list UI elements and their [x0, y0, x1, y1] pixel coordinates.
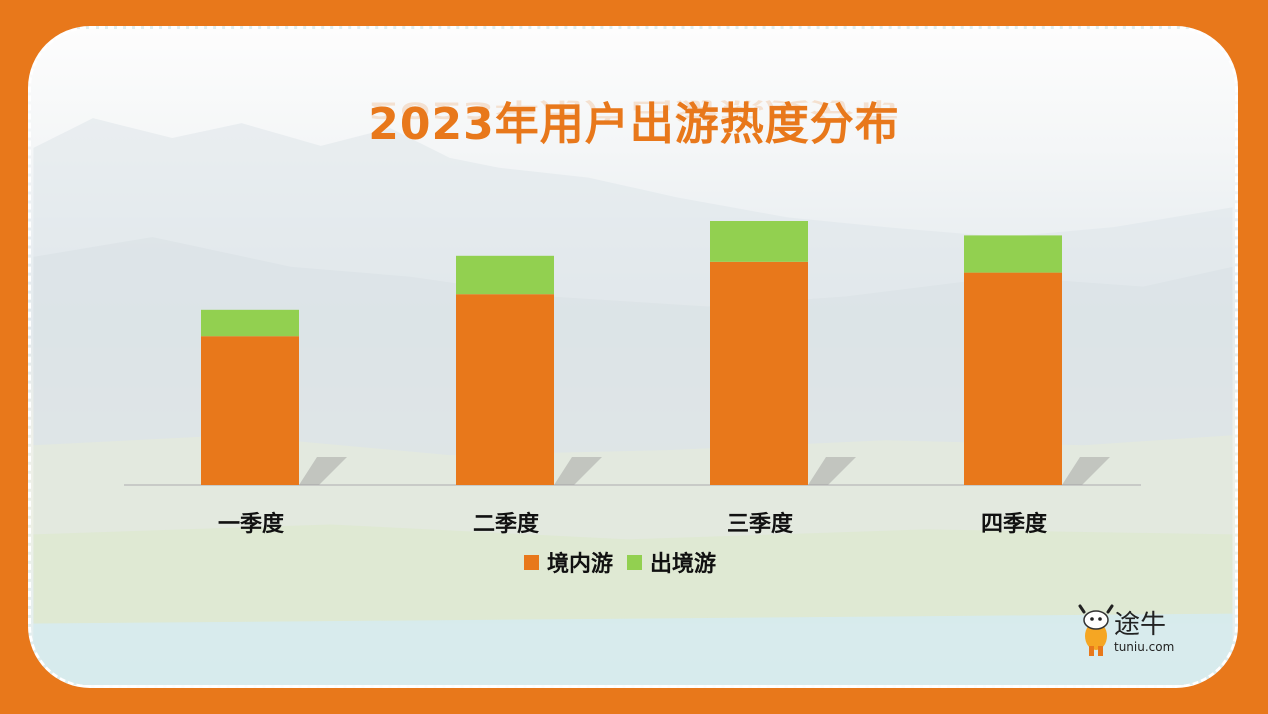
legend-swatch-outbound: [627, 554, 643, 570]
bar-domestic-1: [201, 336, 299, 485]
bar-outbound-4: [964, 235, 1062, 273]
legend-item-outbound: 出境游: [627, 546, 716, 578]
legend-label-outbound: 出境游: [650, 552, 717, 577]
category-label-q2: 二季度: [472, 512, 539, 537]
chart-legend: 境内游 出境游: [524, 546, 730, 578]
bar-shadow: [1062, 457, 1110, 485]
legend-label-domestic: 境内游: [547, 552, 614, 577]
background-landscape: [33, 118, 1233, 685]
bar-outbound-1: [201, 309, 299, 337]
slide-frame: [28, 26, 1238, 688]
bar-domestic-4: [964, 272, 1062, 485]
bar-domestic-3: [710, 261, 808, 485]
category-label-q4: 四季度: [980, 512, 1047, 537]
cow-mascot-icon: [1078, 604, 1114, 656]
category-label-q1: 一季度: [217, 512, 284, 537]
bar-shadow: [554, 457, 602, 485]
bar-outbound-2: [456, 255, 554, 295]
bar-outbound-3: [710, 221, 808, 262]
bar-domestic-2: [456, 294, 554, 485]
legend-item-domestic: 境内游: [524, 546, 613, 578]
category-label-q3: 三季度: [726, 512, 793, 537]
chart-title: 2023年用户出游热度分布: [368, 99, 900, 150]
bar-shadow: [299, 457, 347, 485]
legend-swatch-domestic: [524, 554, 539, 570]
logo-url: tuniu.com: [1114, 640, 1175, 654]
bar-shadow: [808, 457, 856, 485]
logo-name: 途牛: [1114, 610, 1167, 640]
